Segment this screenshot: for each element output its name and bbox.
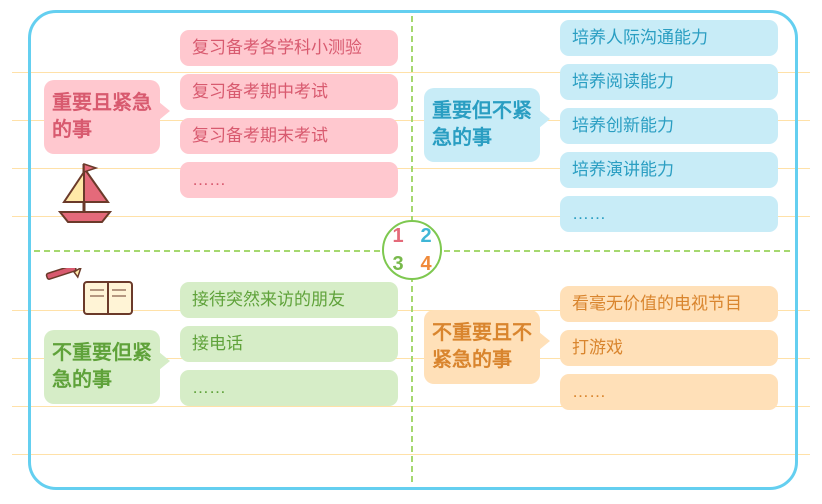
q2-item: 培养创新能力 [560, 108, 778, 144]
q3-title: 不重要但紧急的事 [44, 330, 160, 404]
q2-items: 培养人际沟通能力 培养阅读能力 培养创新能力 培养演讲能力 …… [560, 20, 778, 232]
q1-item: 复习备考各学科小测验 [180, 30, 398, 66]
q4-item: 打游戏 [560, 330, 778, 366]
q1-item: …… [180, 162, 398, 198]
q4-item: 看毫无价值的电视节目 [560, 286, 778, 322]
q3-item: …… [180, 370, 398, 406]
q2-item: 培养人际沟通能力 [560, 20, 778, 56]
q2-title: 重要但不紧急的事 [424, 88, 540, 162]
quadrant-1-important-urgent: 重要且紧急的事 复习备考各学科小测验 复习备考期中考试 复习备考期末考试 …… [44, 24, 400, 240]
q4-items: 看毫无价值的电视节目 打游戏 …… [560, 286, 778, 410]
quadrant-2-important-not-urgent: 重要但不紧急的事 培养人际沟通能力 培养阅读能力 培养创新能力 培养演讲能力 …… [424, 24, 780, 240]
q3-item: 接电话 [180, 326, 398, 362]
q4-item: …… [560, 374, 778, 410]
q2-item: 培养演讲能力 [560, 152, 778, 188]
sailboat-icon [50, 156, 120, 226]
q1-items: 复习备考各学科小测验 复习备考期中考试 复习备考期末考试 …… [180, 30, 398, 198]
q2-item: …… [560, 196, 778, 232]
q1-title: 重要且紧急的事 [44, 80, 160, 154]
q1-item: 复习备考期末考试 [180, 118, 398, 154]
q3-items: 接待突然来访的朋友 接电话 …… [180, 282, 398, 406]
q3-item: 接待突然来访的朋友 [180, 282, 398, 318]
q2-item: 培养阅读能力 [560, 64, 778, 100]
pencil-notebook-icon [42, 268, 142, 318]
q1-item: 复习备考期中考试 [180, 74, 398, 110]
quadrant-3-not-important-urgent: 不重要但紧急的事 接待突然来访的朋友 接电话 …… [44, 266, 400, 482]
q4-title: 不重要且不紧急的事 [424, 310, 540, 384]
quadrant-4-not-important-not-urgent: 不重要且不紧急的事 看毫无价值的电视节目 打游戏 …… [424, 266, 780, 482]
